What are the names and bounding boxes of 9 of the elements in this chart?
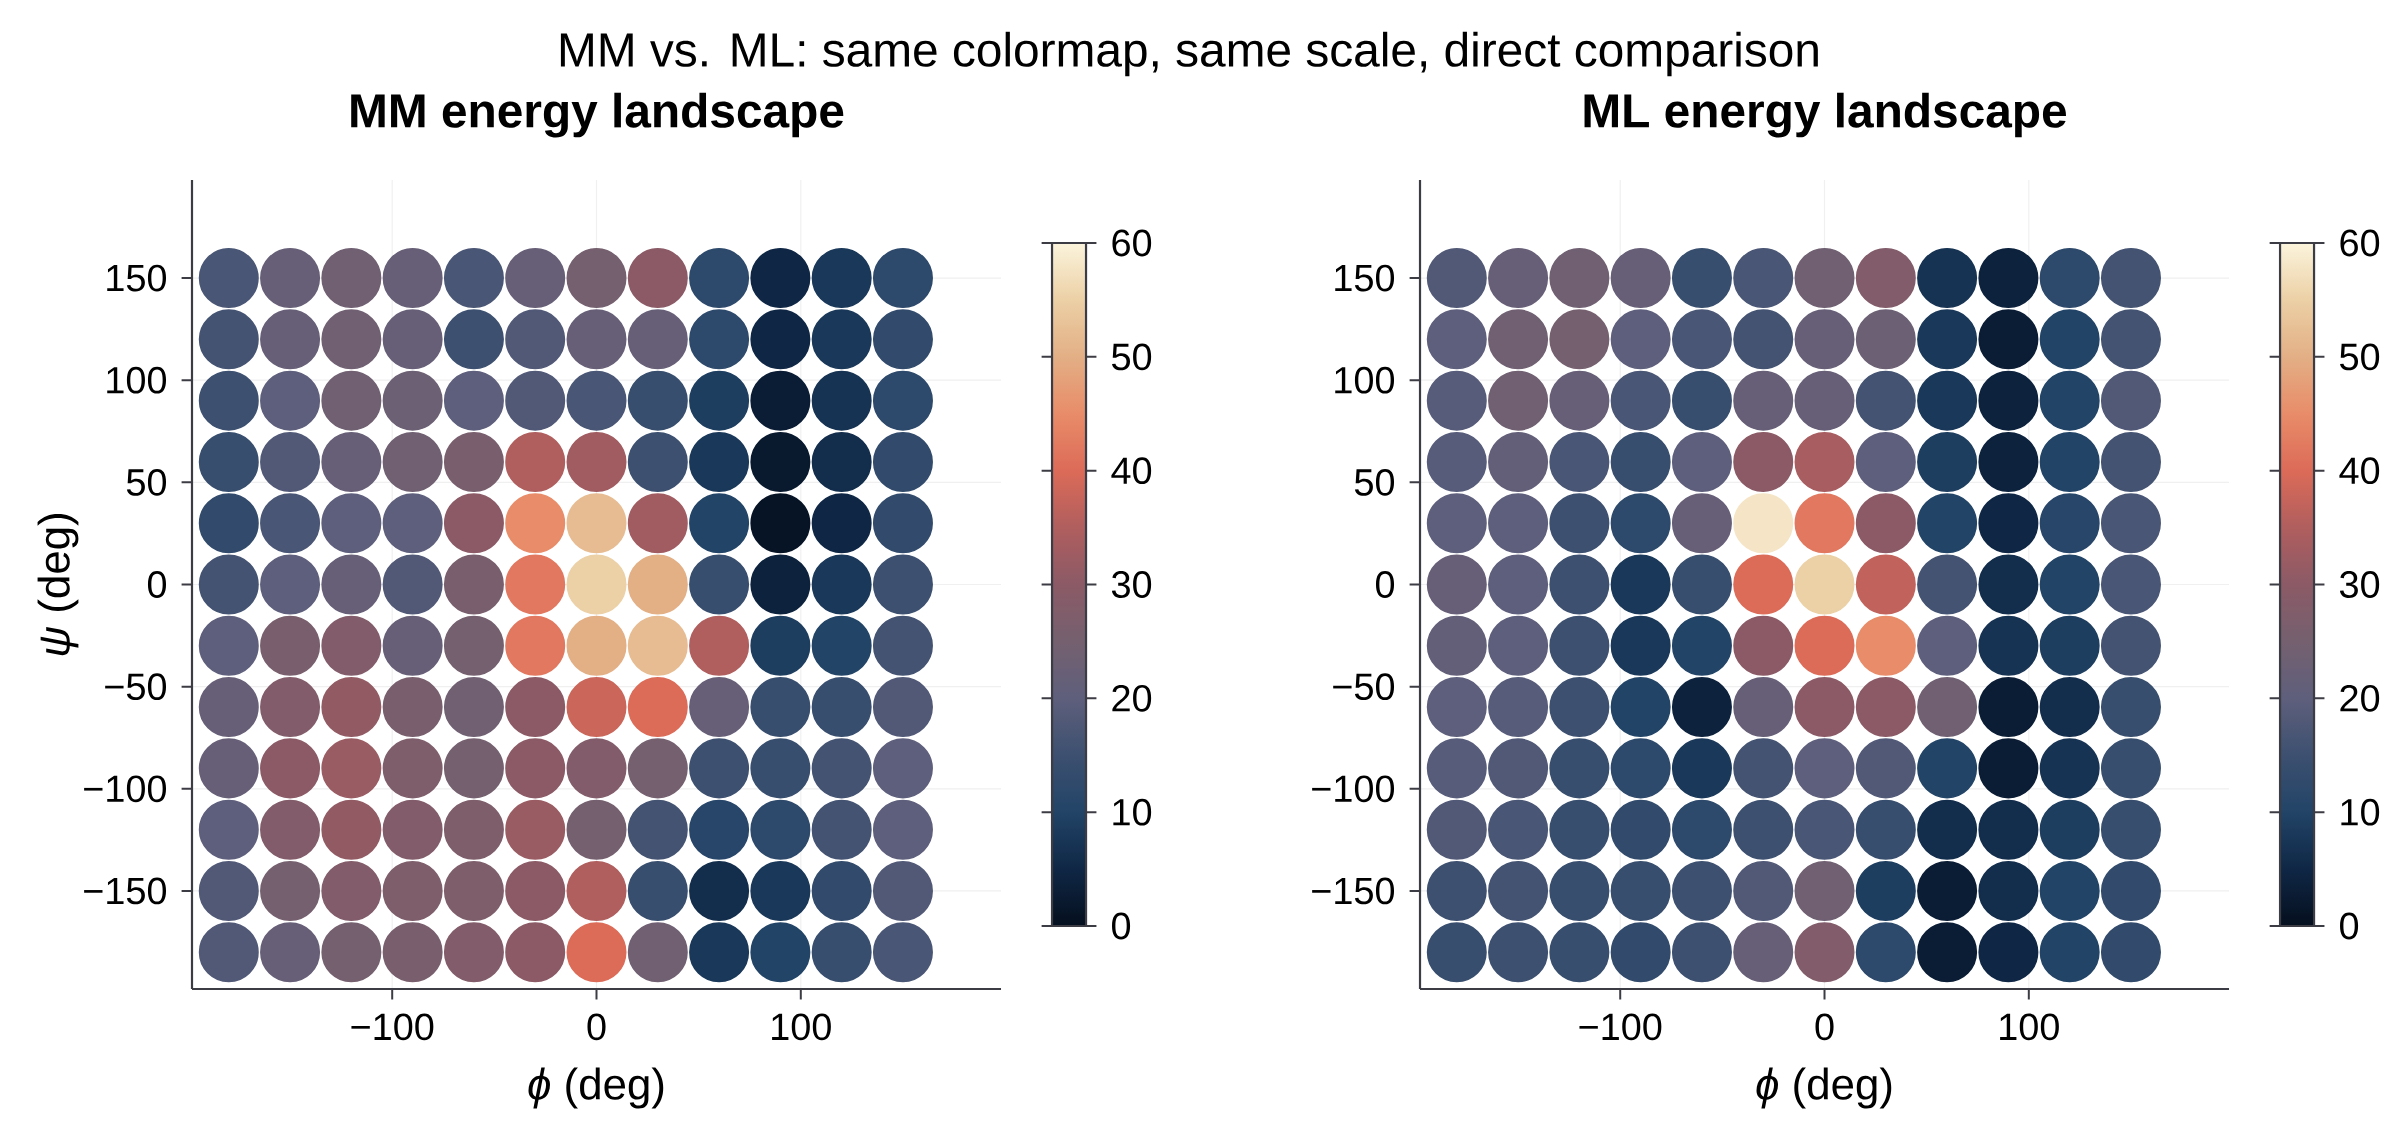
color-bar-label: 40 [2339,457,2380,485]
x-tick-label: 100 [2000,1013,2059,1041]
color-bar-label: 10 [2341,798,2380,826]
color-bar-label: 30 [2339,571,2380,598]
color-bar-label: 50 [2340,343,2380,371]
color-bar-label: 60 [2340,229,2380,257]
color-bar-label: 0 [2340,912,2359,940]
color-bar-label: 20 [2340,684,2380,712]
x-tick-label: 0 [1815,1013,1834,1041]
